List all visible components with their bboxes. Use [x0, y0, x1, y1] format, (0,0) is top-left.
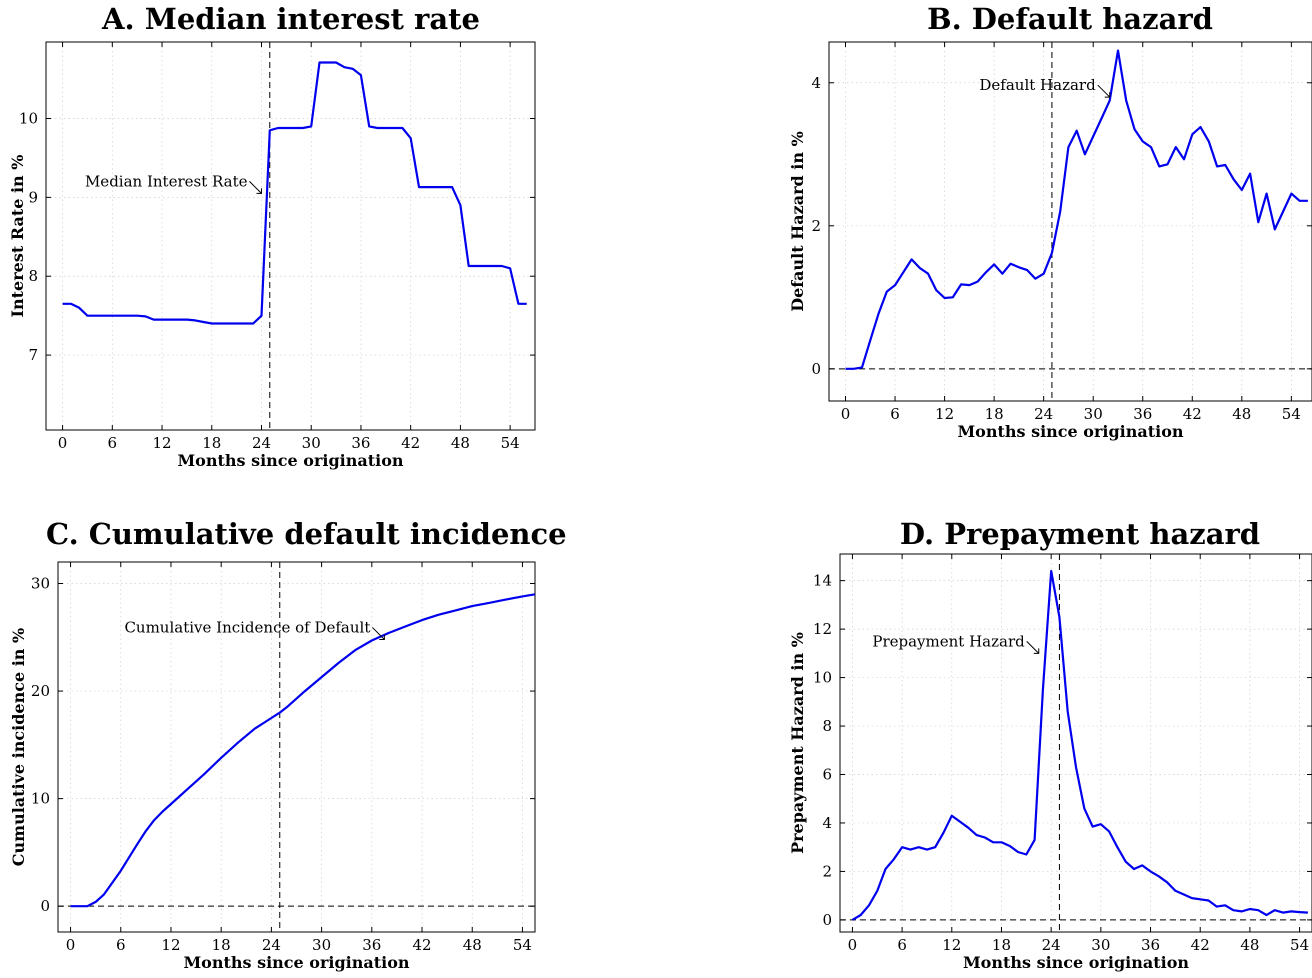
annotation-arrow	[1097, 84, 1111, 98]
series-line	[62, 61, 527, 325]
x-tick-label: 0	[58, 434, 68, 452]
x-tick-label: 54	[1290, 936, 1309, 954]
y-tick-label: 10	[19, 109, 38, 127]
x-axis-title: Months since origination	[957, 422, 1183, 441]
y-tick-label: 9	[28, 188, 38, 206]
x-tick-label: 24	[1034, 405, 1053, 423]
x-tick-label: 54	[501, 434, 520, 452]
x-tick-label: 48	[463, 936, 482, 954]
plot-frame	[57, 561, 536, 933]
x-tick-label: 48	[451, 434, 470, 452]
annotation-label: Cumulative Incidence of Default	[124, 618, 370, 636]
annotation-arrow	[1026, 640, 1040, 654]
annotation-arrowhead	[379, 634, 385, 640]
y-tick-label: 0	[40, 897, 50, 915]
x-tick-label: 30	[302, 434, 321, 452]
x-tick-label: 18	[992, 936, 1011, 954]
plot-frame	[45, 41, 536, 431]
plot-frame	[839, 553, 1312, 933]
y-axis-title: Default Hazard in %	[788, 131, 807, 312]
x-tick-label: 6	[116, 936, 126, 954]
x-axis-title: Months since origination	[177, 451, 403, 470]
y-tick-label: 2	[822, 862, 832, 880]
y-tick-label: 4	[811, 74, 821, 92]
annotation-arrowhead	[1104, 92, 1111, 98]
y-tick-label: 0	[822, 911, 832, 929]
x-tick-label: 24	[252, 434, 271, 452]
x-axis-title: Months since origination	[183, 953, 409, 972]
x-tick-label: 36	[362, 936, 381, 954]
annotation-arrowhead	[1033, 648, 1040, 654]
y-tick-label: 8	[822, 717, 832, 735]
y-tick-label: 30	[31, 575, 50, 593]
chart-title: A. Median interest rate	[102, 2, 480, 36]
annotation-label: Default Hazard	[979, 76, 1096, 94]
x-tick-label: 42	[1183, 405, 1202, 423]
y-tick-label: 12	[813, 620, 832, 638]
x-tick-label: 0	[66, 936, 76, 954]
y-tick-label: 14	[813, 572, 832, 590]
x-tick-label: 0	[848, 936, 858, 954]
x-tick-label: 30	[1091, 936, 1110, 954]
y-axis-title: Cumulative incidence in %	[9, 628, 28, 866]
chart-title: B. Default hazard	[927, 2, 1213, 36]
x-axis-title: Months since origination	[963, 953, 1189, 972]
y-axis-title: Prepayment Hazard in %	[788, 632, 807, 854]
y-tick-label: 8	[28, 267, 38, 285]
x-tick-label: 24	[1042, 936, 1061, 954]
x-tick-label: 18	[202, 434, 221, 452]
y-tick-label: 0	[811, 360, 821, 378]
series-line	[845, 49, 1308, 370]
annotation-label: Median Interest Rate	[85, 172, 248, 190]
annotation-arrow	[372, 627, 385, 640]
x-tick-label: 54	[513, 936, 532, 954]
x-tick-label: 18	[212, 936, 231, 954]
y-tick-label: 10	[31, 790, 50, 808]
y-tick-label: 20	[31, 682, 50, 700]
x-tick-label: 24	[262, 936, 281, 954]
series-line	[851, 569, 1308, 921]
x-tick-label: 12	[935, 405, 954, 423]
x-tick-label: 54	[1282, 405, 1301, 423]
x-tick-label: 30	[1084, 405, 1103, 423]
x-tick-label: 48	[1232, 405, 1251, 423]
x-tick-label: 42	[401, 434, 420, 452]
chart-title: C. Cumulative default incidence	[46, 517, 567, 551]
x-tick-label: 12	[161, 936, 180, 954]
x-tick-label: 6	[108, 434, 118, 452]
y-tick-label: 4	[822, 814, 832, 832]
y-axis-title: Interest Rate in %	[8, 155, 27, 318]
x-tick-label: 48	[1240, 936, 1259, 954]
x-tick-label: 42	[412, 936, 431, 954]
series-line	[70, 593, 536, 908]
x-tick-label: 6	[890, 405, 900, 423]
annotation-arrow	[249, 181, 262, 194]
plot-frame	[828, 41, 1312, 402]
x-tick-label: 12	[152, 434, 171, 452]
y-tick-label: 10	[813, 669, 832, 687]
x-tick-label: 18	[985, 405, 1004, 423]
x-tick-label: 42	[1191, 936, 1210, 954]
x-tick-label: 0	[841, 405, 851, 423]
annotation-arrowhead	[256, 188, 262, 194]
x-tick-label: 6	[897, 936, 907, 954]
y-tick-label: 6	[822, 766, 832, 784]
y-tick-label: 2	[811, 217, 821, 235]
x-tick-label: 36	[1141, 936, 1160, 954]
annotation-label: Prepayment Hazard	[872, 632, 1025, 650]
x-tick-label: 36	[1133, 405, 1152, 423]
y-tick-label: 7	[28, 346, 38, 364]
x-tick-label: 30	[312, 936, 331, 954]
x-tick-label: 36	[351, 434, 370, 452]
x-tick-label: 12	[942, 936, 961, 954]
chart-title: D. Prepayment hazard	[899, 517, 1261, 551]
